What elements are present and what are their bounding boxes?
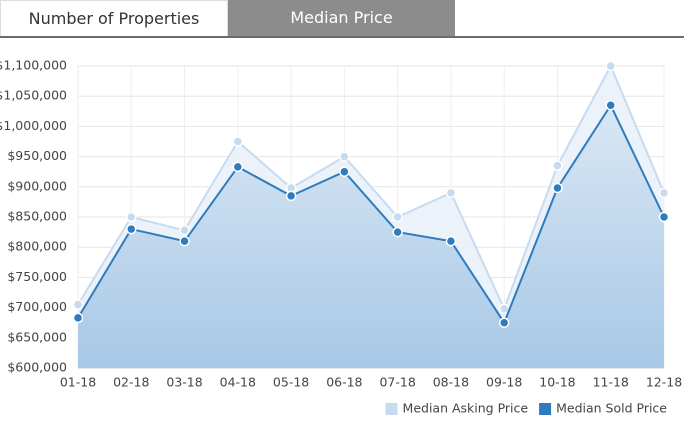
line bbox=[77, 63, 665, 312]
point bbox=[339, 151, 350, 162]
point bbox=[232, 136, 244, 147]
x-tick-label: 03-18 bbox=[166, 375, 202, 390]
point bbox=[179, 225, 190, 236]
x-tick-label: 09-18 bbox=[486, 375, 522, 390]
point bbox=[392, 211, 403, 223]
point bbox=[605, 100, 616, 111]
x-tick-label: 12-18 bbox=[646, 375, 682, 390]
x-tick-label: 05-18 bbox=[273, 375, 309, 390]
point bbox=[126, 211, 137, 223]
area bbox=[78, 105, 664, 368]
x-tick-label: 02-18 bbox=[113, 375, 149, 390]
x-tick-label: 10-18 bbox=[539, 375, 575, 390]
x-tick-label: 07-18 bbox=[379, 375, 415, 390]
legend-label: Median Asking Price bbox=[403, 401, 529, 416]
point bbox=[179, 235, 190, 247]
line bbox=[77, 103, 665, 325]
point bbox=[552, 160, 563, 171]
chart: $600,000 $650,000 $700,000 $750,000 $800,000… bbox=[0, 58, 682, 416]
x-tick-label: 06-18 bbox=[326, 375, 362, 390]
point bbox=[445, 187, 457, 199]
y-tick-label: $600,000 bbox=[7, 360, 67, 375]
point bbox=[72, 312, 84, 324]
x-tick-label: 01-18 bbox=[60, 375, 96, 390]
y-tick-label: $950,000 bbox=[7, 148, 67, 163]
point bbox=[498, 303, 510, 315]
y-tick-label: $650,000 bbox=[7, 329, 67, 344]
point bbox=[285, 190, 297, 202]
point bbox=[605, 60, 616, 72]
y-tick-label: $700,000 bbox=[7, 299, 67, 314]
point bbox=[445, 235, 457, 247]
y-tick-label: $1,000,000 bbox=[0, 118, 67, 133]
tab[interactable]: Number of Properties bbox=[0, 0, 228, 36]
legend-swatch bbox=[539, 403, 552, 415]
y-tick-label: $1,050,000 bbox=[0, 88, 67, 103]
x-tick-label: 11-18 bbox=[593, 375, 629, 390]
point bbox=[72, 299, 84, 310]
point bbox=[339, 166, 350, 177]
x-tick-label: 08-18 bbox=[433, 375, 469, 390]
point bbox=[552, 182, 563, 194]
y-tick-label: $800,000 bbox=[7, 239, 67, 254]
legend-swatch bbox=[385, 403, 398, 415]
legend-label: Median Sold Price bbox=[556, 401, 667, 416]
x-tick-label: 04-18 bbox=[220, 375, 256, 390]
point bbox=[126, 223, 137, 235]
point bbox=[232, 161, 244, 173]
point bbox=[498, 317, 510, 328]
point bbox=[658, 187, 670, 199]
y-tick-label: $750,000 bbox=[7, 269, 67, 284]
point bbox=[392, 226, 403, 238]
point bbox=[658, 211, 670, 223]
tab-active[interactable]: Median Price bbox=[228, 0, 455, 36]
y-tick-label: $1,100,000 bbox=[0, 58, 67, 73]
y-tick-label: $900,000 bbox=[7, 178, 67, 193]
tab-bar: Number of Properties Median Price bbox=[0, 0, 684, 38]
y-tick-label: $850,000 bbox=[7, 209, 67, 224]
